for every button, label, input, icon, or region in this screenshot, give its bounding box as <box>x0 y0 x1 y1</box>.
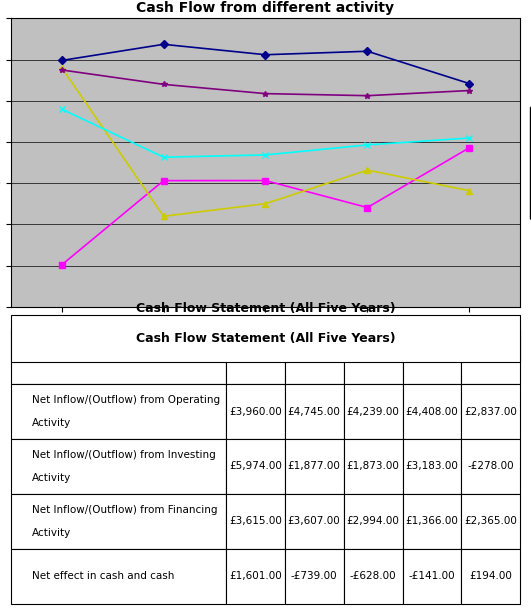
Net effect in cash and cash
equivalents <box>160 153 167 161</box>
Net Inflow/(Outflow) from
Operating Activity <box>364 47 371 55</box>
Cash at the end of year <box>364 92 371 99</box>
Line: Net Inflow/(Outflow) from
Operating Activity: Net Inflow/(Outflow) from Operating Acti… <box>59 41 472 86</box>
Net Inflow/(Outflow) from
Operating Activity <box>58 57 65 64</box>
Line: Net effect in cash and cash
equivalents: Net effect in cash and cash equivalents <box>59 107 472 160</box>
Net effect in cash and cash
equivalents <box>466 134 473 142</box>
Text: Cash Flow Statement (All Five Years): Cash Flow Statement (All Five Years) <box>136 332 395 346</box>
Net Inflow/(Outflow) from
Investing Activity <box>466 144 473 152</box>
Net effect in cash and cash
equivalents <box>364 141 371 148</box>
FancyBboxPatch shape <box>11 315 520 362</box>
Cash at the end of year <box>58 67 65 74</box>
Net Inflow/(Outflow) from
Operating Activity <box>466 80 473 87</box>
Net Inflow/(Outflow) from
Financing Activity <box>58 64 65 71</box>
Net Inflow/(Outflow) from
Investing Activity <box>262 177 269 184</box>
Line: Cash at the end of year: Cash at the end of year <box>59 67 472 99</box>
Text: Cash Flow Statement (All Five Years): Cash Flow Statement (All Five Years) <box>136 302 395 315</box>
Line: Net Inflow/(Outflow) from
Financing Activity: Net Inflow/(Outflow) from Financing Acti… <box>59 65 472 219</box>
Net Inflow/(Outflow) from
Operating Activity <box>262 51 269 59</box>
Net Inflow/(Outflow) from
Financing Activity <box>364 166 371 174</box>
Net Inflow/(Outflow) from
Investing Activity <box>58 261 65 269</box>
Cash at the end of year <box>262 90 269 97</box>
Net Inflow/(Outflow) from
Operating Activity <box>160 41 167 48</box>
Title: Cash Flow from different activity: Cash Flow from different activity <box>136 1 395 15</box>
Net Inflow/(Outflow) from
Financing Activity <box>466 187 473 195</box>
Net Inflow/(Outflow) from
Financing Activity <box>262 200 269 208</box>
Net effect in cash and cash
equivalents <box>262 152 269 159</box>
Net effect in cash and cash
equivalents <box>58 105 65 113</box>
Legend: Net Inflow/(Outflow) from
Operating Activity, Net Inflow/(Outflow) from
Investin: Net Inflow/(Outflow) from Operating Acti… <box>530 106 531 219</box>
Cash at the end of year <box>466 87 473 94</box>
Cash at the end of year <box>160 81 167 88</box>
Net Inflow/(Outflow) from
Financing Activity <box>160 213 167 220</box>
Line: Net Inflow/(Outflow) from
Investing Activity: Net Inflow/(Outflow) from Investing Acti… <box>59 145 472 268</box>
Net Inflow/(Outflow) from
Investing Activity <box>160 177 167 184</box>
Net Inflow/(Outflow) from
Investing Activity <box>364 204 371 211</box>
